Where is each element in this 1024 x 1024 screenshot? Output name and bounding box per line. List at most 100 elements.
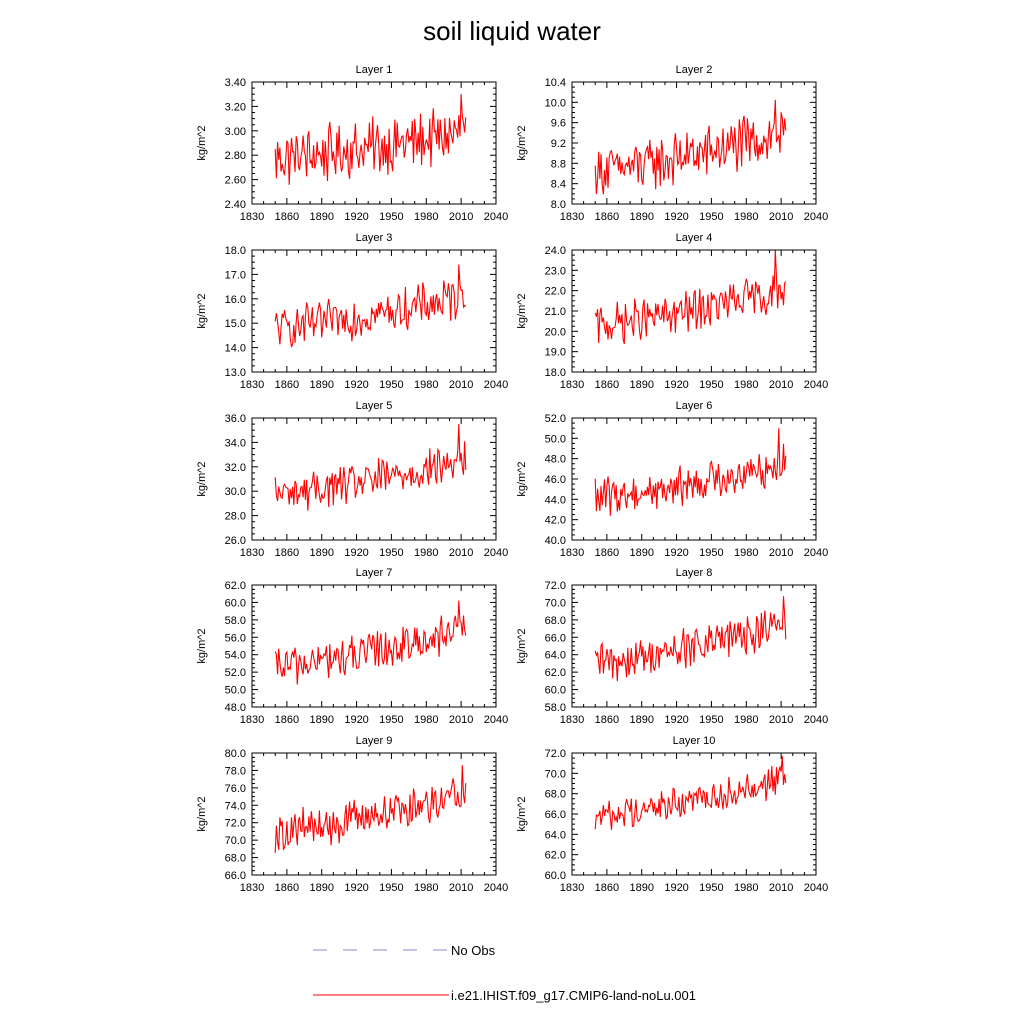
panel-title: Layer 8	[676, 567, 713, 579]
panel-layer-1: Layer 1 kg/m^2 1830 1860 1890 1920 1950 1980 201…	[196, 64, 508, 223]
y-tick-label: 76.0	[225, 783, 246, 795]
legend-label: No Obs	[451, 943, 496, 958]
y-tick-label: 15.0	[225, 318, 246, 330]
plot-frame	[571, 417, 817, 541]
y-tick-label: 62.0	[225, 580, 246, 592]
panel-title: Layer 1	[356, 64, 393, 76]
y-tick-label: 68.0	[545, 615, 566, 627]
x-tick-label: 1980	[734, 714, 758, 726]
series-line	[594, 428, 787, 516]
series-line	[274, 94, 467, 185]
plot-frame	[571, 249, 817, 373]
y-tick-label: 16.0	[225, 294, 246, 306]
y-tick-label: 23.0	[545, 265, 566, 277]
x-tick-label: 2010	[449, 547, 473, 559]
y-tick-label: 40.0	[545, 535, 566, 547]
y-axis-label: kg/m^2	[196, 796, 208, 831]
plot-frame	[251, 752, 497, 876]
y-tick-label: 3.40	[225, 77, 246, 89]
y-tick-label: 28.0	[225, 511, 246, 523]
series-line	[274, 264, 467, 348]
x-tick-label: 1890	[309, 547, 333, 559]
series-line	[594, 249, 787, 345]
x-tick-label: 1890	[309, 211, 333, 223]
panel-layer-3: Layer 3 kg/m^2 1830 1860 1890 1920 1950 1980 201…	[196, 232, 508, 391]
x-tick-label: 1890	[309, 379, 333, 391]
y-tick-label: 18.0	[225, 245, 246, 257]
x-tick-label: 1950	[699, 379, 723, 391]
y-tick-label: 72.0	[545, 748, 566, 760]
x-tick-label: 1890	[309, 714, 333, 726]
y-tick-label: 50.0	[545, 433, 566, 445]
x-tick-label: 1860	[275, 211, 299, 223]
y-tick-label: 18.0	[545, 367, 566, 379]
series-line	[274, 765, 467, 853]
y-tick-label: 30.0	[225, 486, 246, 498]
y-axis-label: kg/m^2	[196, 461, 208, 496]
x-tick-label: 1920	[664, 547, 688, 559]
x-tick-label: 2010	[769, 379, 793, 391]
legend-item: No Obs	[313, 943, 496, 958]
x-tick-label: 2040	[484, 714, 508, 726]
x-tick-label: 1830	[240, 211, 264, 223]
y-tick-label: 10.4	[545, 77, 566, 89]
x-tick-label: 1950	[699, 547, 723, 559]
plot-frame	[571, 81, 817, 205]
y-tick-label: 80.0	[225, 748, 246, 760]
y-tick-label: 32.0	[225, 462, 246, 474]
panel-title: Layer 4	[676, 232, 713, 244]
x-tick-label: 2040	[804, 379, 828, 391]
panel-layer-9: Layer 9 kg/m^2 1830 1860 1890 1920 1950 1980 201…	[196, 735, 508, 894]
y-tick-label: 74.0	[225, 800, 246, 812]
plot-frame	[251, 81, 497, 205]
x-tick-label: 1920	[344, 882, 368, 894]
x-tick-label: 2010	[769, 211, 793, 223]
x-tick-label: 2040	[484, 547, 508, 559]
panel-title: Layer 10	[673, 735, 716, 747]
x-tick-label: 1980	[734, 547, 758, 559]
x-tick-label: 1830	[240, 882, 264, 894]
y-axis-label: kg/m^2	[516, 628, 528, 663]
x-tick-label: 1890	[629, 547, 653, 559]
main-title: soil liquid water	[423, 16, 601, 46]
series-line	[594, 755, 787, 830]
plot-frame	[251, 249, 497, 373]
y-tick-label: 46.0	[545, 474, 566, 486]
panel-layer-8: Layer 8 kg/m^2 1830 1860 1890 1920 1950 1980 201…	[516, 567, 828, 726]
y-tick-label: 26.0	[225, 535, 246, 547]
y-tick-label: 44.0	[545, 494, 566, 506]
x-tick-label: 1890	[629, 882, 653, 894]
y-tick-label: 66.0	[545, 809, 566, 821]
x-tick-label: 1830	[240, 547, 264, 559]
y-axis-label: kg/m^2	[196, 125, 208, 160]
y-axis-label: kg/m^2	[196, 628, 208, 663]
y-tick-label: 66.0	[545, 632, 566, 644]
y-tick-label: 68.0	[545, 789, 566, 801]
x-tick-label: 2040	[484, 379, 508, 391]
y-tick-label: 70.0	[545, 768, 566, 780]
panel-title: Layer 9	[356, 735, 393, 747]
x-tick-label: 2010	[449, 714, 473, 726]
y-tick-label: 34.0	[225, 437, 246, 449]
x-tick-label: 2010	[449, 379, 473, 391]
y-tick-label: 66.0	[225, 870, 246, 882]
x-tick-label: 1920	[664, 379, 688, 391]
x-tick-label: 1890	[629, 714, 653, 726]
x-tick-label: 1980	[414, 882, 438, 894]
y-tick-label: 17.0	[225, 269, 246, 281]
panel-title: Layer 6	[676, 400, 713, 412]
y-tick-label: 21.0	[545, 306, 566, 318]
y-tick-label: 8.0	[551, 199, 566, 211]
panel-layer-6: Layer 6 kg/m^2 1830 1860 1890 1920 1950 1980 201…	[516, 400, 828, 559]
x-tick-label: 2010	[769, 547, 793, 559]
x-tick-label: 1950	[699, 714, 723, 726]
y-tick-label: 62.0	[545, 667, 566, 679]
y-tick-label: 3.20	[225, 101, 246, 113]
y-axis-label: kg/m^2	[516, 461, 528, 496]
x-tick-label: 1830	[560, 547, 584, 559]
x-tick-label: 2040	[484, 211, 508, 223]
x-tick-label: 1890	[629, 211, 653, 223]
panel-title: Layer 7	[356, 567, 393, 579]
x-tick-label: 1860	[275, 547, 299, 559]
